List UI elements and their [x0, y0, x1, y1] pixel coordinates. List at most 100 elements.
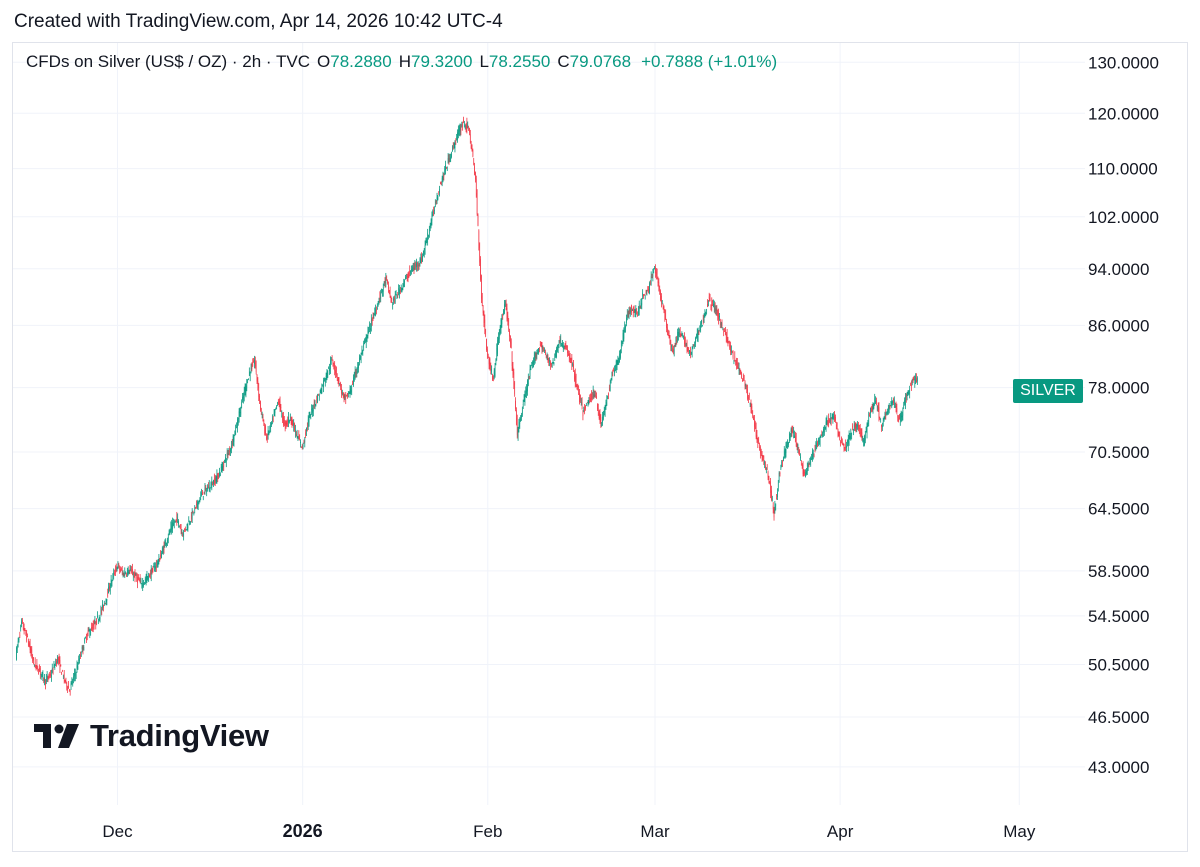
- candle: [585, 402, 587, 407]
- candle: [391, 297, 393, 304]
- candle: [134, 569, 136, 583]
- candle: [288, 411, 289, 428]
- candle: [312, 404, 314, 417]
- candle: [618, 357, 620, 365]
- candle: [579, 394, 581, 403]
- candle: [451, 151, 452, 159]
- candle: [778, 471, 780, 483]
- candle: [465, 123, 467, 133]
- candle: [712, 299, 713, 307]
- candle: [783, 456, 784, 462]
- candle: [99, 616, 101, 623]
- candle: [262, 413, 264, 422]
- low-label: L: [479, 52, 489, 71]
- candle: [521, 406, 523, 417]
- candle: [887, 404, 889, 415]
- candle: [482, 305, 484, 316]
- candle: [51, 663, 53, 674]
- candle: [850, 428, 852, 441]
- candle: [210, 481, 212, 489]
- candle: [486, 346, 488, 359]
- candle: [502, 313, 504, 320]
- candle: [589, 394, 591, 404]
- candle: [629, 306, 631, 315]
- candle: [811, 453, 812, 461]
- candle: [96, 618, 98, 626]
- candle: [828, 413, 830, 428]
- candle: [775, 503, 777, 511]
- candle: [557, 344, 559, 354]
- candle: [447, 152, 449, 164]
- candle: [66, 681, 68, 691]
- candle: [537, 348, 539, 355]
- candle: [540, 341, 542, 348]
- candle: [645, 289, 647, 295]
- candle: [661, 299, 663, 305]
- candle: [621, 340, 623, 347]
- candle: [490, 362, 492, 375]
- candle: [271, 414, 273, 425]
- candle: [730, 345, 732, 355]
- candle: [803, 469, 805, 477]
- candle: [520, 415, 522, 422]
- candle: [266, 433, 267, 441]
- candle: [189, 520, 191, 526]
- candle: [193, 512, 195, 516]
- candle: [633, 305, 635, 314]
- candle: [521, 412, 522, 421]
- candle: [121, 565, 123, 576]
- candle: [614, 365, 615, 377]
- y-tick-label: 43.0000: [1088, 758, 1149, 777]
- candle: [312, 404, 313, 417]
- candle: [337, 377, 339, 385]
- candle: [29, 638, 31, 654]
- candle: [16, 646, 17, 661]
- candle: [819, 435, 821, 447]
- candle: [232, 434, 234, 446]
- y-tick-label: 46.5000: [1088, 708, 1149, 727]
- candle: [816, 438, 818, 450]
- candle: [838, 431, 840, 437]
- candle: [241, 399, 243, 409]
- candle: [519, 417, 521, 429]
- candle: [551, 361, 553, 368]
- candle: [656, 268, 658, 280]
- candle: [167, 533, 169, 544]
- candle: [324, 378, 326, 387]
- candle: [65, 677, 67, 684]
- candle: [362, 349, 364, 356]
- candle: [440, 181, 442, 186]
- candle: [136, 572, 138, 582]
- candle: [257, 377, 259, 391]
- candle: [143, 580, 144, 588]
- candle: [339, 383, 341, 386]
- candle: [843, 443, 845, 452]
- candle: [194, 505, 196, 514]
- candle: [402, 283, 404, 291]
- candle: [315, 403, 317, 407]
- candle: [95, 621, 97, 630]
- candle: [406, 273, 408, 282]
- high-label: H: [398, 52, 411, 71]
- candle: [802, 461, 804, 477]
- candle: [138, 577, 140, 582]
- candle: [237, 417, 239, 426]
- candle: [650, 271, 652, 286]
- candle: [767, 470, 769, 481]
- candle: [248, 378, 249, 381]
- candle: [318, 393, 319, 396]
- candle: [754, 415, 755, 432]
- candle: [197, 501, 199, 511]
- close-label: C: [557, 52, 570, 71]
- candle: [577, 383, 579, 391]
- y-tick-label: 102.0000: [1088, 208, 1159, 227]
- candle: [127, 566, 129, 576]
- candle: [411, 265, 412, 275]
- candle: [219, 472, 221, 477]
- candle: [602, 410, 604, 421]
- candle: [566, 345, 568, 351]
- candle: [335, 365, 336, 379]
- candle: [853, 420, 855, 431]
- candle: [376, 303, 378, 310]
